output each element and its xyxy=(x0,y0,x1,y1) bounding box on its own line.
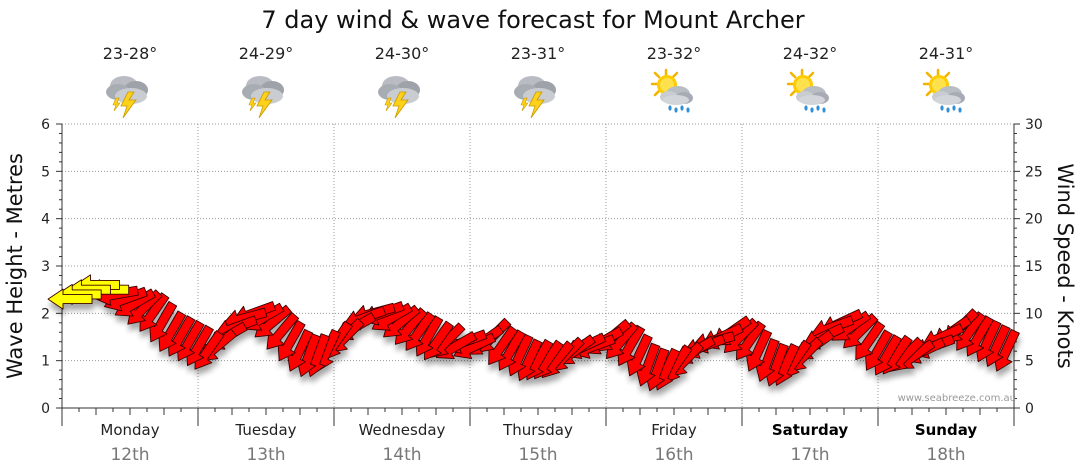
wind-arrow xyxy=(47,288,93,310)
y-tick-label-right: 30 xyxy=(1025,117,1043,133)
y-tick-label-left: 0 xyxy=(41,401,50,417)
y-tick-label-left: 2 xyxy=(41,306,50,322)
thunderstorm-icon xyxy=(377,75,421,119)
temperature-range: 24-32° xyxy=(783,44,838,63)
day-label: Tuesday xyxy=(234,421,296,439)
wind-arrows xyxy=(47,274,1020,392)
grid-lines xyxy=(62,123,1014,408)
y-tick-label-right: 15 xyxy=(1025,259,1043,275)
thunderstorm-icon xyxy=(105,75,149,119)
thunderstorm-icon xyxy=(513,75,557,119)
date-label: 13th xyxy=(246,445,285,465)
date-label: 18th xyxy=(926,445,965,465)
chart-title: 7 day wind & wave forecast for Mount Arc… xyxy=(261,6,804,34)
sun-cloud-rain-icon xyxy=(650,68,695,114)
y-tick-label-left: 4 xyxy=(41,212,50,228)
daily-summary-row: 23-28° 24-29° 24-30° 23-31° 23-32° 24-32° 24-3… xyxy=(103,44,974,119)
y-axis-title-right: Wind Speed - Knots xyxy=(1053,163,1077,368)
y-tick-label-left: 5 xyxy=(41,164,50,180)
day-label: Wednesday xyxy=(359,421,446,439)
y-axis-title-left: Wave Height - Metres xyxy=(3,153,27,379)
temperature-range: 24-31° xyxy=(919,44,974,63)
y-tick-label-right: 25 xyxy=(1025,164,1043,180)
y-tick-label-right: 0 xyxy=(1025,401,1034,417)
temperature-range: 24-29° xyxy=(239,44,294,63)
date-label: 17th xyxy=(790,445,829,465)
watermark: www.seabreeze.com.au xyxy=(898,393,1016,404)
sun-cloud-rain-icon xyxy=(786,68,831,114)
y-tick-label-left: 6 xyxy=(41,117,50,133)
temperature-range: 23-31° xyxy=(511,44,566,63)
y-tick-label-left: 3 xyxy=(41,259,50,275)
axes: 0 1 2 3 4 5 6 0 5 10 15 20 25 30 Monday 12th Tuesday 13th… xyxy=(41,117,1043,465)
y-tick-label-left: 1 xyxy=(41,354,50,370)
sun-cloud-rain-icon xyxy=(922,68,967,114)
day-label: Thursday xyxy=(502,421,573,439)
y-tick-label-right: 10 xyxy=(1025,306,1043,322)
temperature-range: 24-30° xyxy=(375,44,430,63)
date-label: 12th xyxy=(110,445,149,465)
temperature-range: 23-32° xyxy=(647,44,702,63)
day-label: Monday xyxy=(100,421,159,439)
date-label: 16th xyxy=(654,445,693,465)
date-label: 14th xyxy=(382,445,421,465)
day-label: Saturday xyxy=(772,421,849,439)
temperature-range: 23-28° xyxy=(103,44,158,63)
y-tick-label-right: 5 xyxy=(1025,354,1034,370)
y-tick-label-right: 20 xyxy=(1025,212,1043,228)
day-label: Friday xyxy=(651,421,697,439)
day-label: Sunday xyxy=(915,421,978,439)
thunderstorm-icon xyxy=(241,75,285,119)
date-label: 15th xyxy=(518,445,557,465)
